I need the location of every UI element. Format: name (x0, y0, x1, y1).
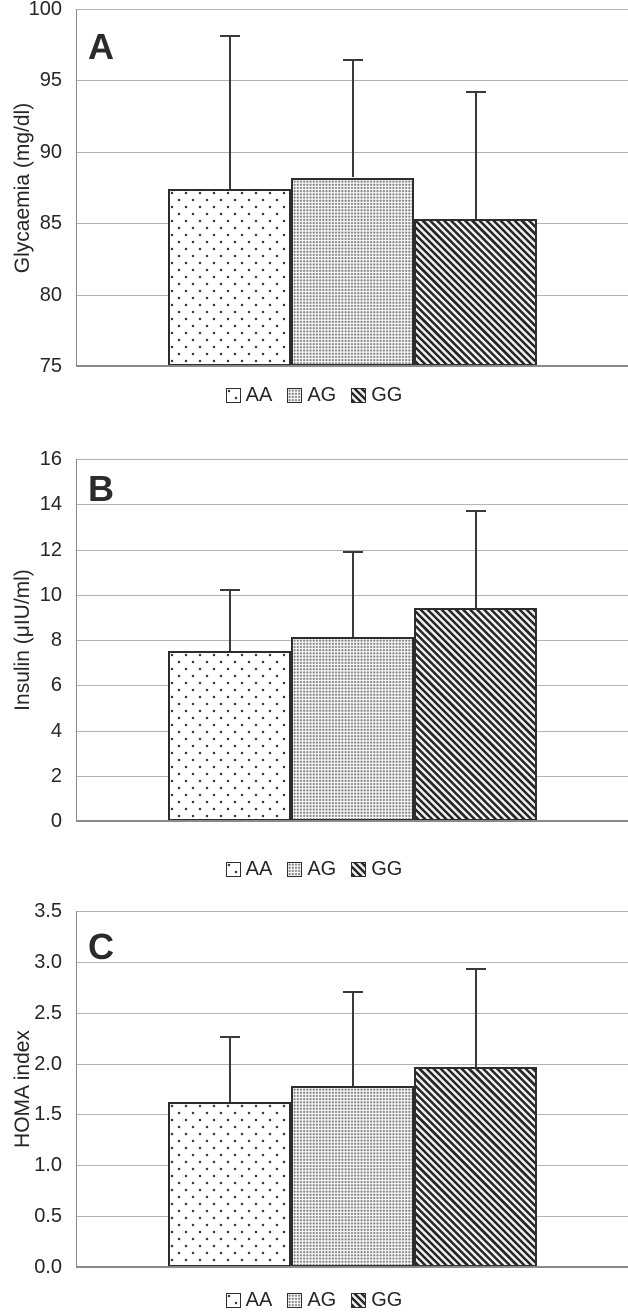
y-axis-line (76, 911, 77, 1267)
legend-label-ag: AG (307, 858, 337, 880)
y-axis-title: HOMA index (11, 1030, 34, 1148)
legend-item-ag: AG (287, 384, 336, 406)
legend-item-aa: AA (225, 384, 273, 406)
legend-label-ag: AG (307, 384, 337, 406)
y-tick-label: 1.0 (34, 1154, 62, 1177)
y-tick-label: 75 (39, 355, 62, 377)
error-bar-cap (465, 90, 486, 93)
error-bar-cap (465, 510, 486, 512)
y-axis-line (76, 459, 77, 821)
bar-aa (168, 651, 291, 821)
error-bar (228, 1037, 231, 1103)
y-tick-label: 0.5 (34, 1205, 62, 1228)
legend-swatch-aa (225, 1292, 241, 1308)
y-tick-label: 95 (39, 69, 62, 92)
error-bar (474, 511, 477, 609)
error-bar-cap (219, 589, 240, 592)
legend-swatch-aa (225, 387, 241, 403)
bar-aa (168, 1102, 291, 1267)
error-bar (351, 992, 354, 1086)
legend-item-gg: GG (351, 384, 402, 406)
x-axis-line (76, 365, 628, 367)
error-bar (351, 60, 354, 178)
y-tick-label: 1.5 (34, 1103, 62, 1126)
y-tick-label: 3.5 (34, 900, 62, 922)
legend-item-ag: AG (287, 858, 336, 880)
legend-swatch-ag (287, 861, 303, 877)
bar-gg (414, 218, 537, 366)
legend-item-ag: AG (287, 1289, 336, 1311)
legend-a: AA AG GG (0, 384, 628, 406)
y-axis-title: Insulin (μIU/ml) (11, 569, 34, 711)
y-tick-label: 6 (50, 674, 62, 697)
y-tick-label: 90 (39, 140, 62, 163)
error-bar-cap (219, 35, 240, 38)
legend-label-aa: AA (245, 858, 273, 880)
legend-label-aa: AA (245, 1289, 273, 1311)
gridline (76, 961, 628, 963)
bar-ag (291, 177, 414, 366)
error-bar (228, 36, 231, 189)
y-axis-line (76, 9, 77, 366)
y-tick-label: 2 (50, 764, 62, 787)
legend-b: AA AG GG (0, 858, 628, 880)
panel-letter-c: C (88, 926, 114, 967)
y-tick-label: 100 (28, 0, 62, 20)
gridline (76, 549, 628, 551)
bar-gg (414, 1066, 537, 1267)
legend-label-aa: AA (245, 384, 273, 406)
error-bar-cap (342, 991, 363, 994)
legend-swatch-gg (351, 861, 367, 877)
legend-label-ag: AG (307, 1289, 337, 1311)
legend-item-aa: AA (225, 1289, 273, 1311)
legend-label-gg: GG (371, 384, 403, 406)
gridline (76, 9, 628, 10)
legend-label-gg: GG (371, 858, 403, 880)
legend-item-aa: AA (225, 858, 273, 880)
y-tick-label: 8 (50, 629, 62, 651)
error-bar (474, 91, 477, 219)
y-tick-label: 10 (39, 583, 62, 606)
y-tick-label: 2.0 (34, 1052, 62, 1075)
y-tick-label: 4 (50, 719, 62, 742)
y-tick-label: 16 (39, 448, 62, 470)
error-bar (228, 590, 231, 652)
error-bar-cap (219, 1036, 240, 1039)
bar-ag (291, 1085, 414, 1267)
gridline (76, 504, 628, 506)
legend-swatch-gg (351, 387, 367, 403)
error-bar (351, 551, 354, 637)
gridline (76, 911, 628, 912)
legend-item-gg: GG (351, 858, 402, 880)
y-tick-label: 85 (39, 212, 62, 235)
legend-swatch-gg (351, 1292, 367, 1308)
y-tick-label: 3.0 (34, 950, 62, 973)
error-bar-cap (465, 968, 486, 970)
legend-swatch-aa (225, 861, 241, 877)
bar-aa (168, 188, 291, 366)
legend-swatch-ag (287, 387, 303, 403)
bar-ag (291, 636, 414, 821)
bar-gg (414, 608, 537, 821)
y-axis-title: Glycaemia (mg/dl) (11, 102, 34, 274)
error-bar-cap (342, 59, 363, 62)
y-tick-label: 0 (50, 810, 62, 832)
panel-letter-b: B (88, 468, 114, 509)
x-axis-line (76, 1266, 628, 1268)
y-tick-label: 0.0 (34, 1256, 62, 1278)
x-axis-line (76, 820, 628, 822)
y-tick-label: 80 (39, 283, 62, 306)
y-tick-label: 2.5 (34, 1001, 62, 1024)
legend-item-gg: GG (351, 1289, 402, 1311)
legend-swatch-ag (287, 1292, 303, 1308)
panel-letter-a: A (88, 26, 114, 67)
error-bar-cap (342, 550, 363, 553)
legend-label-gg: GG (371, 1289, 403, 1311)
gridline (76, 459, 628, 460)
error-bar (474, 969, 477, 1067)
legend-c: AA AG GG (0, 1289, 628, 1311)
y-tick-label: 12 (39, 538, 62, 561)
y-tick-label: 14 (39, 493, 62, 516)
